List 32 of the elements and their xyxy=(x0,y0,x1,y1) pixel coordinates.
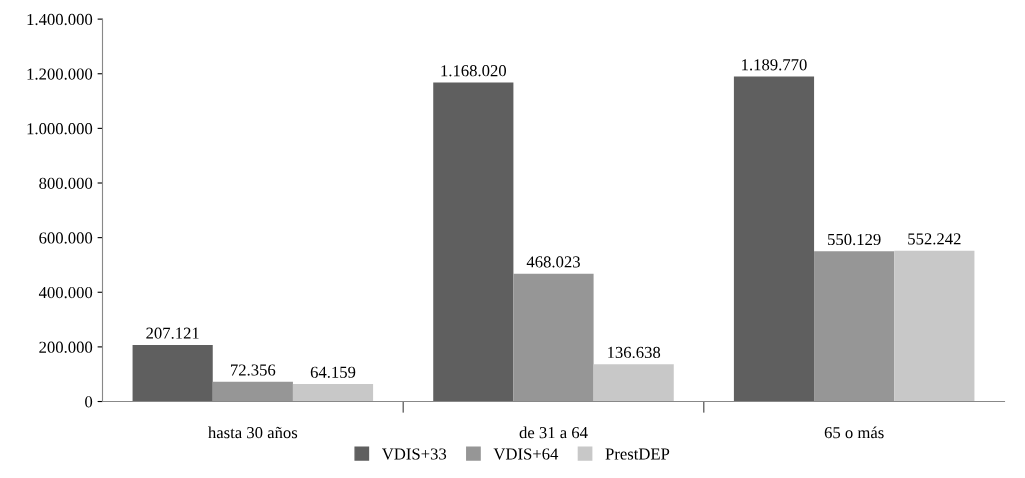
data-label: 207.121 xyxy=(146,327,199,339)
y-tick-label: 200.000 xyxy=(39,341,93,353)
bar xyxy=(292,384,374,402)
bar xyxy=(433,82,514,402)
data-label: 468.023 xyxy=(526,256,580,268)
y-tick-label: 600.000 xyxy=(39,232,93,244)
x-tick-label: 65 o más xyxy=(824,426,884,439)
y-tick-label: 0 xyxy=(85,396,93,408)
y-tick-label: 1.000.000 xyxy=(27,123,93,135)
y-tick-label: 800.000 xyxy=(39,177,93,190)
y-tick-label: 1.400.000 xyxy=(27,13,93,26)
y-tick-label: 1.200.000 xyxy=(27,68,93,80)
bar xyxy=(894,250,975,402)
bar xyxy=(814,251,895,402)
bar xyxy=(513,273,594,402)
legend-label: VDIS+64 xyxy=(493,448,559,460)
bar xyxy=(132,344,213,402)
legend-label: PrestDEP xyxy=(605,448,670,460)
x-tick-label: de 31 a 64 xyxy=(519,426,588,439)
bar xyxy=(593,364,674,402)
x-tick-label: hasta 30 años xyxy=(208,426,298,439)
data-label: 1.168.020 xyxy=(441,65,507,77)
y-tick-label: 400.000 xyxy=(38,286,93,299)
data-label: 64.159 xyxy=(310,366,356,378)
data-label: 72.356 xyxy=(231,364,276,376)
bar xyxy=(733,76,815,402)
data-label: 136.638 xyxy=(608,346,661,359)
bar xyxy=(212,381,293,402)
data-label: 1.189.770 xyxy=(742,59,807,71)
data-label: 552.242 xyxy=(908,233,961,245)
legend-label: VDIS+33 xyxy=(381,448,447,460)
data-label: 550.129 xyxy=(828,233,881,246)
